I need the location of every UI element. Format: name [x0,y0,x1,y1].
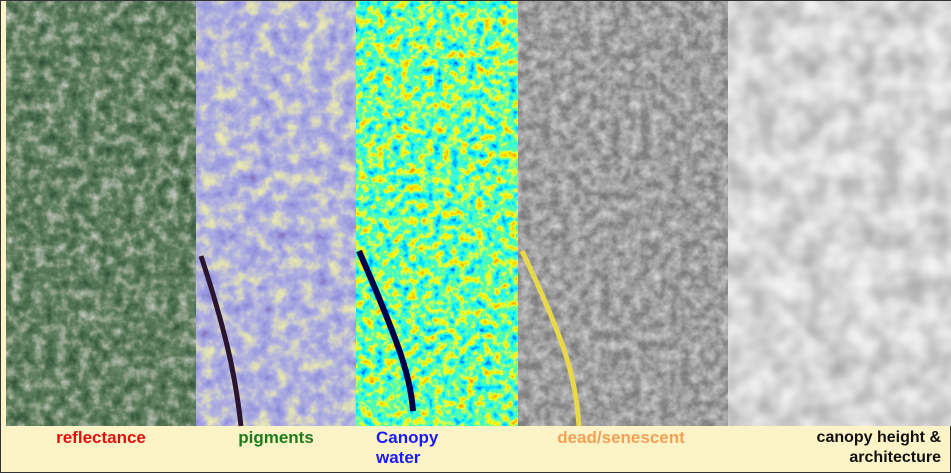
panel-label: pigments [201,428,351,448]
panel-label: Canopy water [376,428,476,468]
reflectance-image [6,1,196,426]
water-image [356,1,518,426]
height-image [728,1,951,426]
panel-label: dead/senescent [521,428,721,448]
pigments-image [196,1,356,426]
figure: reflectance pigments Canopy water dead/s… [0,0,951,473]
panel-label: canopy height & architecture [761,428,941,468]
senescence-image [518,1,728,426]
image-strip [1,1,951,429]
panel-label: reflectance [11,428,191,448]
